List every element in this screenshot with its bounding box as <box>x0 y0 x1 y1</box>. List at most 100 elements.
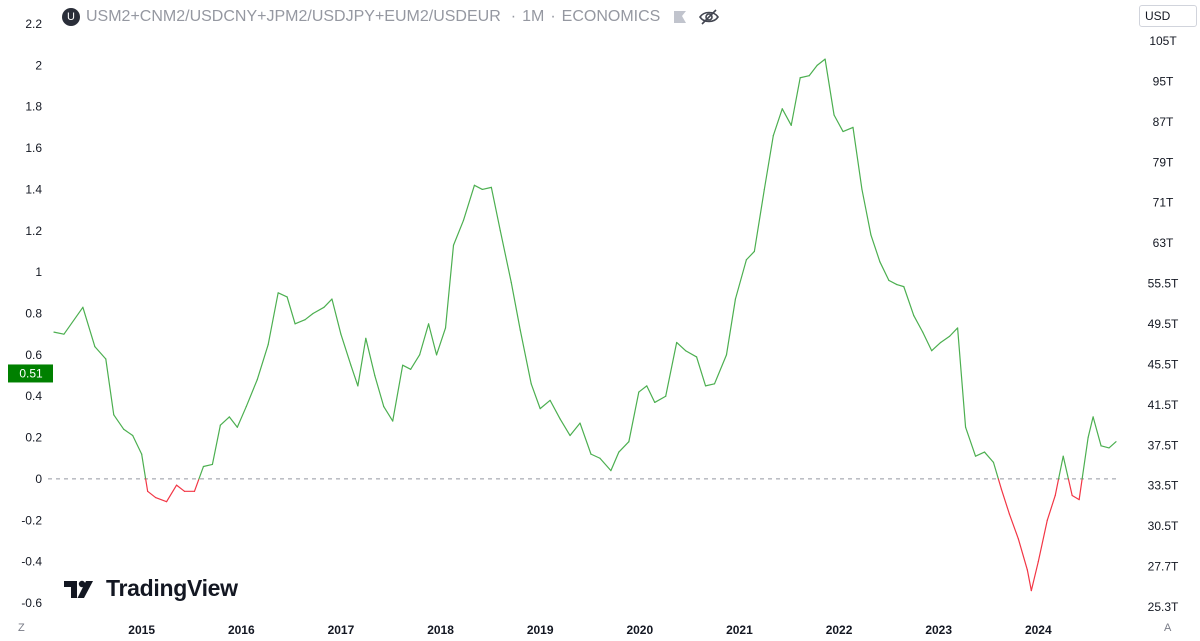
series-segment-negative <box>147 490 157 499</box>
series-segment-positive <box>628 391 640 443</box>
y-tick-label: 2.2 <box>25 17 42 31</box>
series-segment-positive <box>1057 455 1064 480</box>
series-segment-positive <box>1108 441 1117 449</box>
y-tick-label: 0 <box>35 472 42 486</box>
right-axis-tick-label: 79T <box>1153 155 1174 169</box>
series-segment-positive <box>462 184 476 222</box>
legend-separator: · <box>550 8 556 25</box>
y-tick-label: 1.2 <box>25 224 42 238</box>
series-segment-positive <box>879 261 890 282</box>
series-segment-positive <box>913 314 924 333</box>
series-segment-positive <box>452 219 465 246</box>
right-axis-tick-label: 49.5T <box>1148 317 1179 331</box>
series-segment-positive <box>833 114 844 133</box>
series-segment-positive <box>105 358 115 416</box>
series-segment-positive <box>374 374 385 408</box>
series-segment-positive <box>922 331 933 352</box>
series-segment-positive <box>419 323 430 356</box>
series-segment-positive <box>559 418 571 437</box>
series-segment-positive <box>94 345 107 360</box>
series-segment-positive <box>402 364 412 370</box>
series-segment-positive <box>53 331 65 335</box>
series-segment-positive <box>1062 455 1069 480</box>
chart-legend[interactable]: U USM2+CNM2/USDCNY+JPM2/USDJPY+EUM2/USDE… <box>62 6 720 28</box>
x-tick-label: 2018 <box>427 623 454 637</box>
series-segment-positive <box>392 364 404 422</box>
tradingview-logo[interactable]: TradingView <box>64 575 238 602</box>
series-segment-positive <box>888 279 898 286</box>
series-segment-positive <box>1092 416 1102 447</box>
right-axis-tick-label: 71T <box>1153 196 1174 210</box>
x-tick-label: 2015 <box>128 623 155 637</box>
right-axis-tick-label: 87T <box>1153 115 1174 129</box>
series-segment-positive <box>510 281 521 331</box>
right-axis-tick-label: 45.5T <box>1148 357 1179 371</box>
series-segment-positive <box>123 428 134 437</box>
series-segment-positive <box>331 298 342 335</box>
series-segment-positive <box>549 399 561 420</box>
series-segment-positive <box>824 58 835 116</box>
timezone-button[interactable]: Z <box>18 622 25 634</box>
x-tick-label: 2023 <box>925 623 952 637</box>
logo-text: TradingView <box>106 575 238 601</box>
series-segment-positive <box>1087 416 1094 439</box>
series-segment-positive <box>435 327 447 356</box>
series-segment-positive <box>63 306 84 335</box>
series-segment-positive <box>842 126 854 133</box>
series-segment-negative <box>1000 488 1011 515</box>
series-segment-positive <box>590 453 601 459</box>
currency-button[interactable]: USD <box>1139 5 1197 27</box>
right-axis-tick-label: 105T <box>1149 34 1177 48</box>
series-segment-positive <box>569 422 581 437</box>
series-segment-positive <box>676 341 687 352</box>
series-segment-positive <box>219 416 230 426</box>
series-segment-negative <box>1046 494 1056 521</box>
series-segment-positive <box>734 259 747 300</box>
series-segment-negative <box>1067 478 1073 497</box>
series-segment-positive <box>870 234 881 263</box>
right-axis-tick-label: 37.5T <box>1148 438 1179 452</box>
series-segment-positive <box>949 327 959 337</box>
legend-symbol[interactable]: USM2+CNM2/USDCNY+JPM2/USDJPY+EUM2/USDEUR <box>86 8 501 25</box>
series-segment-positive <box>444 244 455 329</box>
right-axis-tick-label: 55.5T <box>1148 277 1179 291</box>
series-segment-positive <box>896 283 905 288</box>
series-segment-positive <box>781 108 792 126</box>
right-axis-tick-label: 30.5T <box>1148 519 1179 533</box>
y-tick-label: -0.4 <box>21 555 42 569</box>
series-segment-positive <box>365 337 376 377</box>
series-segment-negative <box>165 484 178 503</box>
series-segment-positive <box>340 333 352 366</box>
series-segment-negative <box>1071 494 1080 501</box>
series-segment-positive <box>211 424 221 466</box>
series-segment-positive <box>427 323 438 356</box>
flag-icon[interactable] <box>672 9 688 25</box>
last-value-badge <box>8 364 53 383</box>
y-tick-label: 2 <box>35 58 42 72</box>
y-tick-label: 0.2 <box>25 431 42 445</box>
series-segment-positive <box>638 385 648 393</box>
series-segment-positive <box>312 306 325 315</box>
hide-eye-icon[interactable] <box>698 8 720 26</box>
right-axis-tick-label: 27.7T <box>1148 560 1179 574</box>
series-segment-positive <box>816 58 826 66</box>
y-tick-label: 0.4 <box>25 389 42 403</box>
series-segment-positive <box>1100 445 1110 449</box>
series-segment-positive <box>654 395 667 404</box>
series-segment-positive <box>665 341 678 397</box>
series-segment-positive <box>294 319 306 325</box>
series-segment-positive <box>357 337 367 387</box>
x-tick-label: 2021 <box>726 623 753 637</box>
legend-interval: 1M <box>522 8 545 25</box>
x-tick-label: 2024 <box>1025 623 1052 637</box>
right-axis-tick-label: 63T <box>1153 236 1174 250</box>
right-axis-tick-label: 41.5T <box>1148 398 1179 412</box>
y-tick-label: -0.2 <box>21 513 42 527</box>
auto-scale-button[interactable]: A <box>1164 622 1172 634</box>
series-segment-positive <box>236 405 247 428</box>
series-segment-negative <box>1054 478 1060 497</box>
legend-separator: · <box>510 8 517 25</box>
series-segment-positive <box>490 186 501 232</box>
symbol-badge: U <box>62 8 80 26</box>
